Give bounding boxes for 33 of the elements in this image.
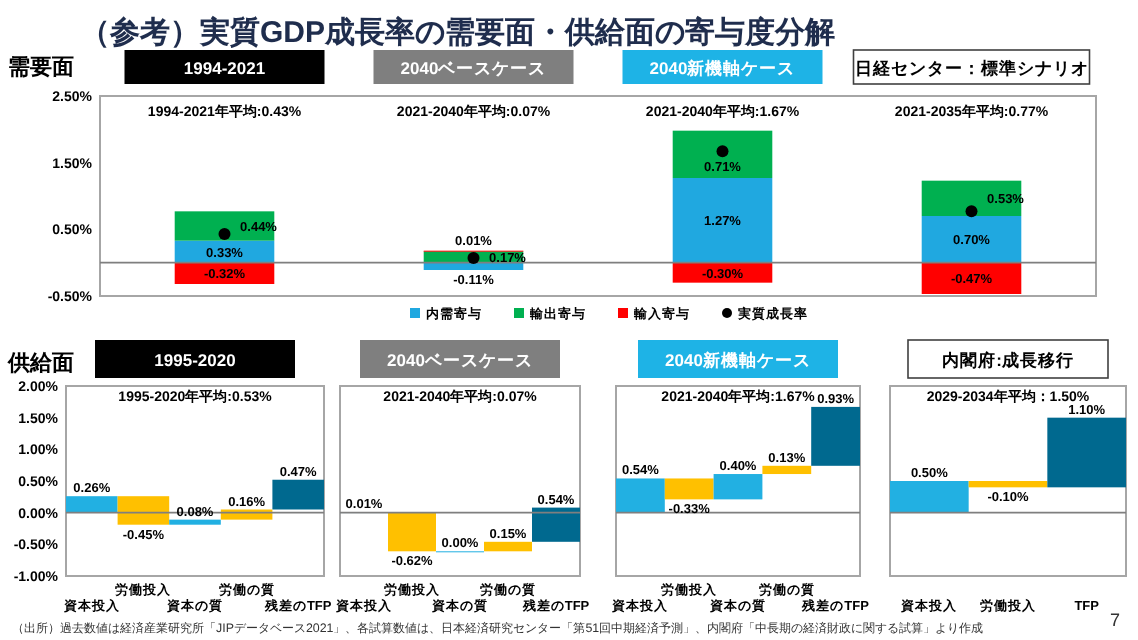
- bar: [811, 406, 860, 466]
- chart-title: （参考）実質GDP成長率の需要面・供給面の寄与度分解: [80, 14, 836, 50]
- bar: [117, 496, 170, 525]
- chart-title: 2040ベースケース: [387, 350, 533, 370]
- bar: [672, 178, 773, 263]
- bar: [272, 479, 324, 510]
- bar: [921, 262, 1022, 294]
- point: [716, 145, 729, 158]
- bar: [713, 474, 763, 500]
- bar: [664, 478, 714, 500]
- x-tick-label: 2040新機軸ケース: [649, 58, 796, 78]
- bar: [921, 216, 1022, 263]
- x-tick-label: 1994-2021: [183, 58, 266, 78]
- bar: [484, 541, 532, 552]
- bar: [66, 496, 118, 513]
- x-tick-label: 日経センター：標準シナリオ: [854, 58, 1089, 78]
- bar: [423, 262, 524, 270]
- bar: [532, 507, 580, 542]
- chart-title: 内閣府:成長移行: [942, 350, 1074, 370]
- x-tick-label: 2040ベースケース: [400, 58, 547, 78]
- chart-title: 2040新機軸ケース: [665, 350, 811, 370]
- bar: [762, 465, 812, 475]
- chart-title: 1995-2020: [154, 350, 237, 370]
- point: [965, 205, 978, 218]
- bar: [672, 130, 773, 178]
- point: [218, 228, 231, 240]
- y-axis-title: 供給面: [6, 350, 74, 376]
- bar: [616, 478, 665, 513]
- point: [467, 252, 480, 264]
- bar: [388, 512, 436, 552]
- y-axis-title: 需要面: [8, 56, 74, 80]
- text: 7: [1109, 610, 1120, 630]
- bar: [169, 519, 221, 525]
